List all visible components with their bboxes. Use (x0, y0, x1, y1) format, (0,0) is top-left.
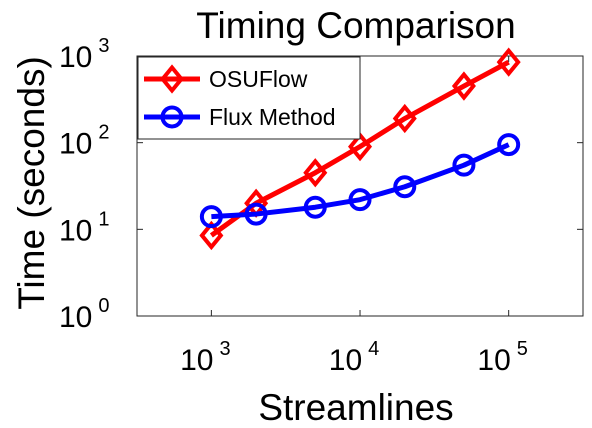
data-point-0-6 (496, 47, 521, 77)
y-tick-label-0: 10 0 (59, 295, 110, 334)
y-axis-label: Time (seconds) (11, 56, 52, 310)
data-point-0-3 (348, 131, 373, 162)
data-point-1-0 (199, 205, 223, 229)
y-tick-label-2: 10 2 (59, 122, 110, 161)
series-line-1 (211, 142, 510, 220)
data-point-1-1 (244, 202, 268, 226)
data-point-1-4 (393, 175, 417, 199)
data-point-0-0 (199, 220, 224, 251)
data-point-1-5 (452, 153, 476, 177)
y-tick-label-3: 10 3 (59, 35, 110, 74)
data-point-1-2 (303, 195, 327, 219)
y-tick-label-1: 10 1 (59, 208, 110, 247)
legend: OSUFlow Flux Method (137, 56, 361, 140)
legend-label-0: OSUFlow (209, 66, 308, 92)
axes: 10 3 10 4 10 5 10 0 10 1 10 2 10 3 (59, 35, 584, 377)
data-point-0-4 (392, 103, 417, 134)
data-point-0-2 (303, 158, 328, 188)
data-point-1-6 (497, 133, 521, 157)
x-tick-label-2: 10 5 (477, 338, 528, 377)
x-axis-label: Streamlines (258, 387, 453, 428)
legend-marker-1 (160, 105, 184, 129)
legend-marker-0 (159, 64, 185, 94)
chart-title: Timing Comparison (196, 5, 515, 46)
data-point-1-3 (348, 188, 372, 212)
data-point-0-5 (451, 71, 476, 101)
x-tick-label-0: 10 3 (180, 338, 231, 377)
series-1 (199, 133, 521, 229)
x-tick-label-1: 10 4 (329, 338, 380, 377)
series-layer (199, 47, 521, 251)
legend-label-1: Flux Method (209, 104, 336, 130)
